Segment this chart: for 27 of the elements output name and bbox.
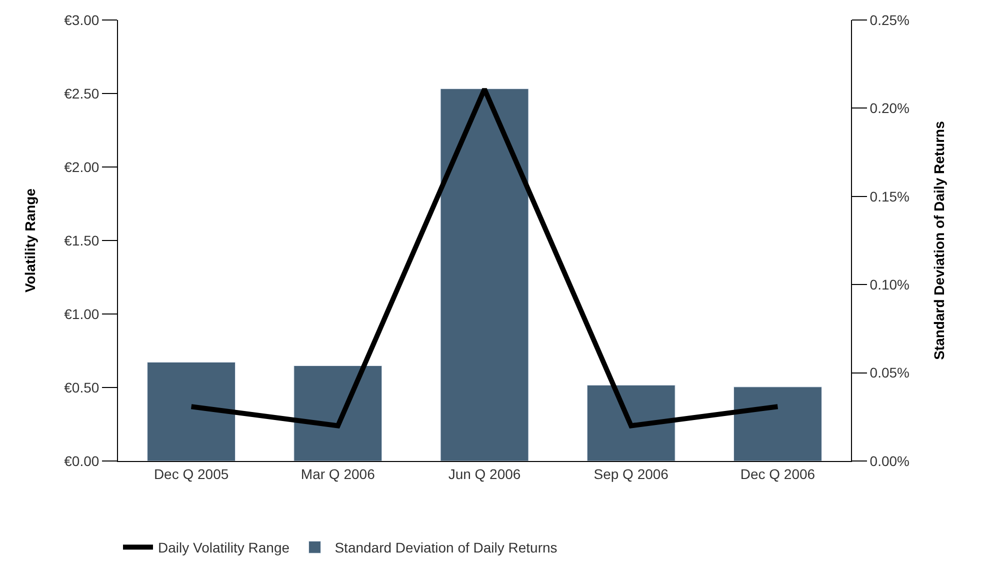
y-tick-label: €1.00 <box>64 306 100 322</box>
x-tick-label: Jun Q 2006 <box>448 466 521 482</box>
x-tick-label: Sep Q 2006 <box>594 466 669 482</box>
bar <box>733 386 822 461</box>
y-tick-label: €0.50 <box>64 379 100 396</box>
y2-tick-label: 0.05% <box>870 364 910 381</box>
legend-label: Daily Volatility Range <box>158 540 290 556</box>
y2-tick-label: 0.10% <box>870 276 910 292</box>
y-tick-label: €0.00 <box>64 452 100 469</box>
legend-label: Standard Deviation of Daily Returns <box>334 540 558 556</box>
y2-tick-label: 0.00% <box>870 452 910 469</box>
bar <box>586 384 676 461</box>
y-tick-label: €3.00 <box>64 12 100 28</box>
bar <box>440 88 529 461</box>
y2-axis-title: Standard Deviation of Daily Returns <box>930 120 947 360</box>
x-tick-label: Dec Q 2006 <box>740 466 816 482</box>
y2-tick-label: 0.20% <box>870 100 910 116</box>
y-tick-label: €2.50 <box>64 85 100 102</box>
bar <box>147 362 236 461</box>
y-tick-label: €1.50 <box>64 232 100 248</box>
y2-tick-label: 0.15% <box>870 188 910 204</box>
x-tick-label: Dec Q 2005 <box>154 466 229 482</box>
x-tick-label: Mar Q 2006 <box>300 466 376 482</box>
y2-tick-label: 0.25% <box>870 12 910 28</box>
y-tick-label: €2.00 <box>64 158 100 175</box>
y-axis-title: Volatility Range <box>22 188 38 292</box>
bar <box>294 365 382 461</box>
